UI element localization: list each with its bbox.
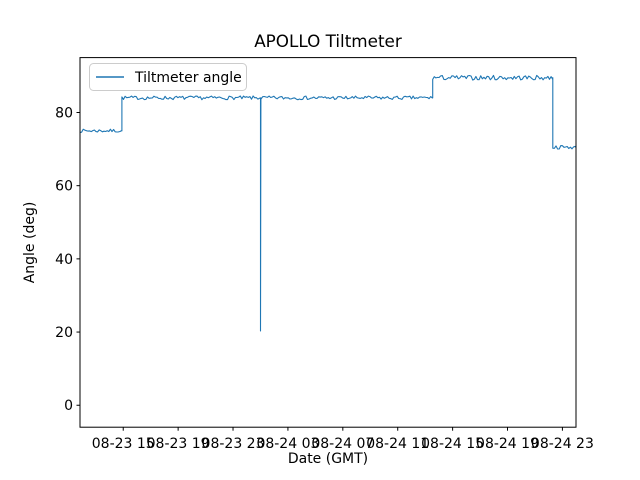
x-tick-label: 08-23 15 xyxy=(92,436,155,452)
x-tick-label: 08-23 23 xyxy=(202,436,265,452)
y-tick-label: 40 xyxy=(55,252,73,268)
x-tick-label: 08-24 19 xyxy=(476,436,539,452)
legend: Tiltmeter angle xyxy=(89,63,247,91)
x-axis-label: Date (GMT) xyxy=(288,451,368,467)
y-tick-label: 20 xyxy=(55,325,73,341)
y-tick-label: 80 xyxy=(55,105,73,121)
x-tick-label: 08-24 07 xyxy=(311,436,374,452)
x-tick-label: 08-24 15 xyxy=(421,436,484,452)
y-axis-label: Angle (deg) xyxy=(22,202,38,284)
plot-area xyxy=(80,57,576,428)
y-tick-label: 60 xyxy=(55,179,73,195)
chart-title: APOLLO Tiltmeter xyxy=(254,31,402,51)
x-tick-label: 08-24 11 xyxy=(366,436,429,452)
legend-box xyxy=(89,63,247,91)
tiltmeter-angle-line xyxy=(79,74,577,332)
x-tick-label: 08-24 03 xyxy=(256,436,319,452)
y-tick-label: 0 xyxy=(64,398,73,414)
x-tick-label: 08-24 23 xyxy=(531,436,594,452)
legend-label: Tiltmeter angle xyxy=(134,70,242,86)
x-tick-label: 08-23 19 xyxy=(147,436,210,452)
plot-spines xyxy=(79,57,577,428)
